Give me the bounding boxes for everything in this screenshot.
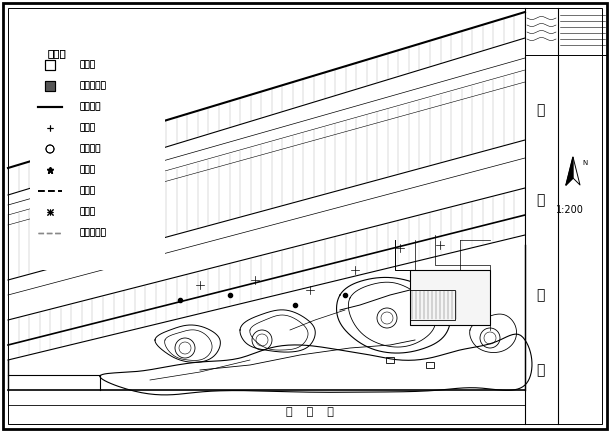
Text: 路: 路 [536,363,544,377]
Text: 文    景    路: 文 景 路 [286,407,334,417]
Bar [426,362,434,368]
Text: 备注：: 备注： [48,48,66,58]
Text: 经: 经 [536,103,544,117]
Text: 雨水管线: 雨水管线 [80,102,101,111]
Bar [410,270,490,325]
Bar [410,290,455,320]
Text: 水下灯: 水下灯 [80,165,96,175]
Text: 雨水管线: 雨水管线 [80,102,101,111]
Text: 庭院灯: 庭院灯 [80,124,96,133]
Text: 1:200: 1:200 [556,205,584,215]
Bar [30,40,165,270]
Text: 消火栓管线: 消火栓管线 [80,229,107,238]
Text: 纬: 纬 [536,193,544,207]
Bar [45,81,55,91]
Text: 消火栓: 消火栓 [80,207,96,216]
Text: 水下灯: 水下灯 [80,165,96,175]
Bar [386,357,394,363]
Bar [45,60,55,70]
Text: 检修阀水井: 检修阀水井 [80,82,107,90]
Text: 消火栓: 消火栓 [80,207,96,216]
Bar [45,60,55,70]
Text: 消火栓管线: 消火栓管线 [80,229,107,238]
Text: 备注：: 备注： [48,48,66,58]
Text: 检修阀水井: 检修阀水井 [80,82,107,90]
Text: 电缆线: 电缆线 [80,187,96,196]
Text: 电缆线: 电缆线 [80,187,96,196]
Text: 雨水井: 雨水井 [80,60,96,70]
Polygon shape [566,157,573,185]
Text: 花架灯具: 花架灯具 [80,144,101,153]
Text: 雨水井: 雨水井 [80,60,96,70]
Bar [45,81,55,91]
Text: 花架灯具: 花架灯具 [80,144,101,153]
Text: 庭院灯: 庭院灯 [80,124,96,133]
Text: 六: 六 [536,288,544,302]
Text: N: N [582,160,587,166]
